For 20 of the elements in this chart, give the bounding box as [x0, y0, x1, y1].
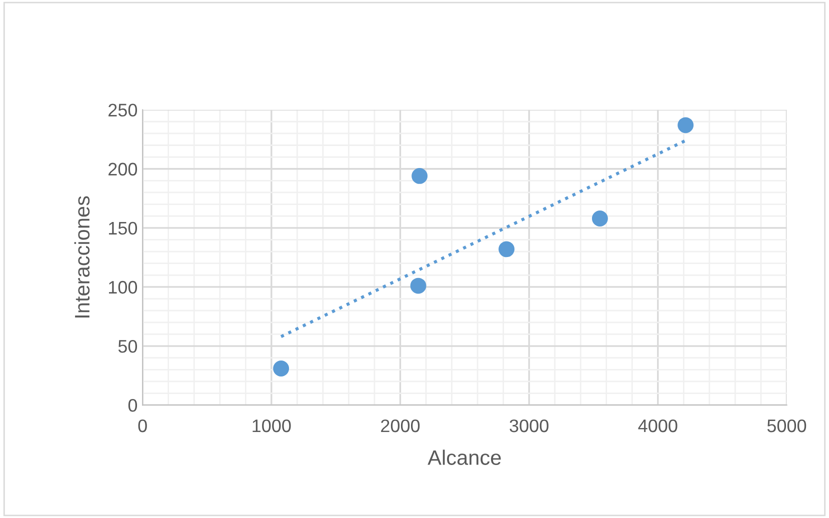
y-tick-label: 200: [108, 162, 138, 176]
point: [498, 241, 514, 258]
point: [592, 210, 608, 226]
point: [410, 278, 426, 294]
x-tick-label: 3000: [510, 419, 548, 432]
x-tick-label: 2000: [381, 419, 420, 432]
y-axis-title: Interacciones: [74, 196, 90, 318]
x-axis-title: Alcance: [428, 450, 501, 465]
x-tick-label: 4000: [638, 419, 678, 432]
y-tick-label: 150: [108, 222, 138, 235]
x-tick-label: 1000: [252, 419, 291, 432]
point: [273, 360, 290, 376]
y-tick-label: 250: [108, 104, 138, 117]
x-tick-label: 0: [138, 419, 147, 432]
point: [412, 168, 428, 184]
point: [678, 117, 694, 134]
y-tick-label: 100: [108, 280, 138, 294]
x-tick-label: 5000: [767, 419, 806, 432]
y-tick-label: 50: [118, 340, 138, 353]
y-tick-label: 0: [128, 399, 138, 412]
